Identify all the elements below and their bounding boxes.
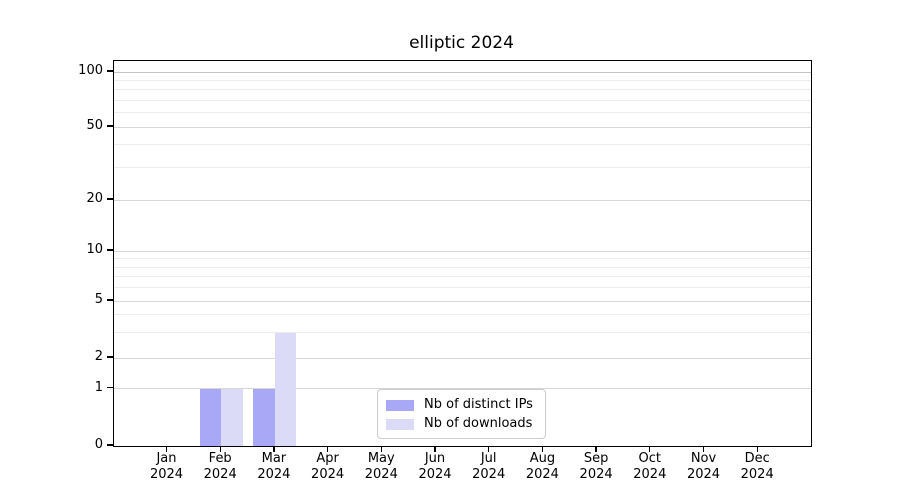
gridline-minor-40 [114, 144, 811, 146]
y-tick-mark-100 [106, 70, 114, 72]
y-tick-mark-2 [106, 356, 114, 358]
y-tick-label-20: 20 [86, 191, 103, 206]
gridline-minor-4 [114, 314, 811, 316]
y-tick-label-1: 1 [94, 379, 103, 395]
gridline-minor-3 [114, 332, 811, 334]
x-tick-label-may-2024: May 2024 [364, 451, 398, 482]
bar-nb-of-distinct-ips-feb-2024 [199, 388, 222, 446]
x-tick-label-apr-2024: Apr 2024 [311, 451, 345, 482]
gridline-minor-90 [114, 79, 811, 81]
chart-title: elliptic 2024 [409, 33, 514, 53]
gridline-major-2 [114, 357, 811, 359]
gridline-minor-7 [114, 276, 811, 278]
x-tick-mark-feb-2024 [219, 446, 221, 452]
gridline-major-1 [114, 388, 811, 389]
gridline-minor-6 [114, 287, 811, 289]
legend-label-downloads: Nb of downloads [424, 416, 533, 431]
y-tick-label-50: 50 [86, 118, 103, 133]
plot-area [113, 60, 812, 447]
x-tick-mark-aug-2024 [541, 446, 544, 452]
x-tick-label-dec-2024: Dec 2024 [740, 451, 774, 482]
x-tick-mark-mar-2024 [273, 446, 275, 452]
x-tick-mark-jun-2024 [434, 446, 436, 452]
bar-nb-of-distinct-ips-mar-2024 [253, 388, 275, 446]
x-tick-label-jun-2024: Jun 2024 [418, 451, 452, 482]
gridline-minor-9 [114, 258, 811, 260]
x-tick-label-oct-2024: Oct 2024 [633, 451, 667, 482]
bar-nb-of-downloads-mar-2024 [274, 332, 297, 446]
legend-swatch-distinct-ips-icon [386, 399, 414, 411]
x-tick-mark-apr-2024 [326, 446, 329, 452]
x-tick-mark-jul-2024 [488, 446, 490, 452]
gridline-minor-80 [114, 89, 811, 91]
legend-label-distinct-ips: Nb of distinct IPs [424, 397, 533, 412]
y-tick-label-0: 0 [94, 437, 103, 452]
legend-item-downloads: Nb of downloads [386, 416, 535, 432]
y-tick-mark-10 [106, 249, 114, 251]
legend-item-distinct-ips: Nb of distinct IPs [386, 397, 535, 413]
gridline-minor-30 [114, 167, 811, 169]
y-tick-label-10: 10 [86, 242, 103, 257]
x-tick-label-feb-2024: Feb 2024 [203, 451, 237, 482]
gridline-minor-70 [114, 99, 811, 101]
y-tick-mark-1 [106, 386, 114, 389]
gridline-major-100 [114, 71, 811, 73]
y-tick-mark-50 [106, 125, 114, 127]
gridline-minor-60 [114, 112, 811, 114]
y-tick-label-5: 5 [94, 292, 103, 307]
x-tick-mark-nov-2024 [702, 446, 705, 452]
y-tick-mark-0 [106, 444, 114, 446]
y-tick-mark-20 [106, 198, 114, 200]
x-tick-label-mar-2024: Mar 2024 [257, 451, 291, 482]
x-tick-mark-may-2024 [380, 446, 382, 452]
gridline-minor-8 [114, 266, 811, 268]
x-tick-label-sep-2024: Sep 2024 [579, 451, 613, 482]
x-tick-mark-sep-2024 [595, 446, 597, 452]
x-tick-label-jan-2024: Jan 2024 [149, 451, 184, 482]
x-tick-mark-dec-2024 [756, 446, 758, 452]
gridline-major-5 [114, 300, 811, 302]
gridline-major-50 [114, 126, 811, 128]
gridline-major-20 [114, 199, 811, 201]
legend-swatch-downloads-icon [386, 418, 414, 430]
y-tick-mark-5 [106, 299, 114, 301]
x-tick-label-jul-2024: Jul 2024 [472, 451, 506, 482]
legend: Nb of distinct IPs Nb of downloads [377, 389, 546, 439]
y-tick-label-100: 100 [78, 63, 103, 78]
x-tick-mark-jan-2024 [165, 446, 168, 452]
y-tick-label-2: 2 [94, 349, 103, 364]
x-tick-mark-oct-2024 [649, 446, 651, 452]
bar-nb-of-downloads-feb-2024 [221, 388, 243, 446]
x-tick-label-nov-2024: Nov 2024 [686, 451, 721, 482]
x-tick-label-aug-2024: Aug 2024 [525, 451, 559, 482]
gridline-major-10 [114, 250, 811, 252]
